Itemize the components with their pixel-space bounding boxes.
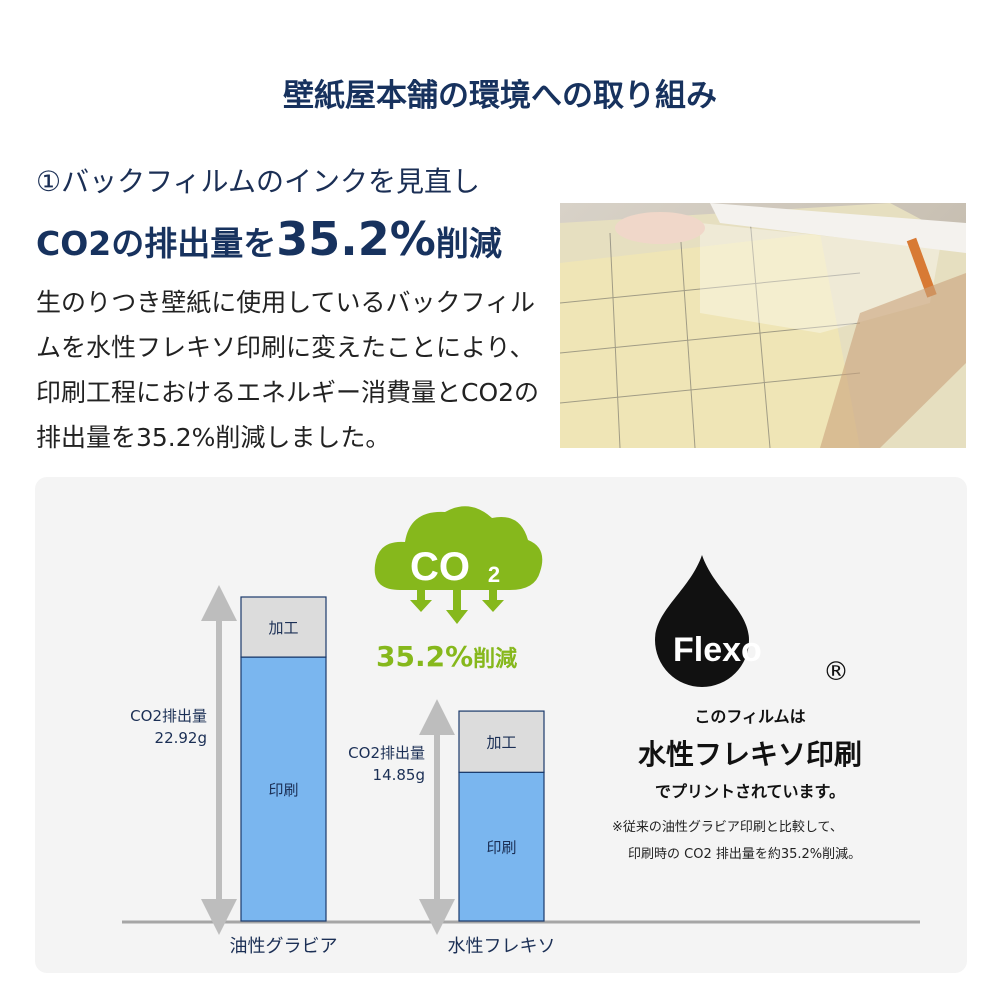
category-label: 水性フレキソ (447, 936, 556, 957)
total-label: CO2排出量 14.85g (348, 742, 425, 786)
total-label: CO2排出量 22.92g (130, 705, 207, 749)
co2-cloud-icon: CO 2 (374, 506, 543, 624)
flexo-logo-text: Flexo (673, 631, 762, 669)
headline-post: 削減 (435, 224, 502, 263)
flexo-logo: Flexo ® (655, 555, 849, 687)
reduction-label: 35.2%削減 (376, 640, 517, 673)
bar-printing-0 (240, 656, 327, 922)
section-body: 生のりつき壁紙に使用しているバックフィルムを水性フレキソ印刷に変えたことにより、… (36, 288, 540, 452)
flexo-note2: 印刷時の CO2 排出量を約35.2%削減。 (628, 847, 862, 862)
segment-label: 加工 (486, 734, 516, 752)
reduction-value: 35.2% (376, 640, 474, 673)
segment-label: 加工 (268, 619, 298, 637)
section-subtitle: ①バックフィルムのインクを見直し (36, 165, 480, 198)
total-label-line: 14.85g (372, 766, 425, 785)
segment-label: 印刷 (268, 781, 298, 799)
page-title: 壁紙屋本舗の環境への取り組み (283, 78, 717, 114)
backfilm-photo (560, 203, 966, 448)
registered-mark: ® (823, 657, 849, 687)
total-label-line: CO2排出量 (348, 744, 425, 763)
flexo-line2: 水性フレキソ印刷 (637, 738, 862, 771)
flexo-note1: ※従来の油性グラビア印刷と比較して、 (612, 820, 843, 835)
headline-pre: CO2の排出量を (36, 224, 277, 263)
segment-label: 印刷 (486, 839, 516, 857)
flexo-line3: でプリントされています。 (655, 782, 845, 801)
flexo-line1: このフィルムは (694, 707, 806, 726)
total-label-line: CO2排出量 (130, 707, 207, 725)
photo-illustration (560, 203, 966, 448)
bar-processing-0 (240, 596, 327, 658)
bar-processing-1 (458, 710, 545, 773)
headline-value: 35.2% (276, 212, 436, 266)
category-label: 油性グラビア (229, 936, 338, 957)
section-headline: CO2の排出量を35.2%削減 (36, 212, 502, 266)
cloud-co-label: CO (410, 545, 470, 589)
cloud-subscript: 2 (488, 562, 500, 587)
reduction-suffix: 削減 (473, 647, 518, 672)
bar-printing-1 (458, 771, 545, 922)
drop-icon (655, 555, 749, 687)
total-label-line: 22.92g (154, 729, 207, 747)
